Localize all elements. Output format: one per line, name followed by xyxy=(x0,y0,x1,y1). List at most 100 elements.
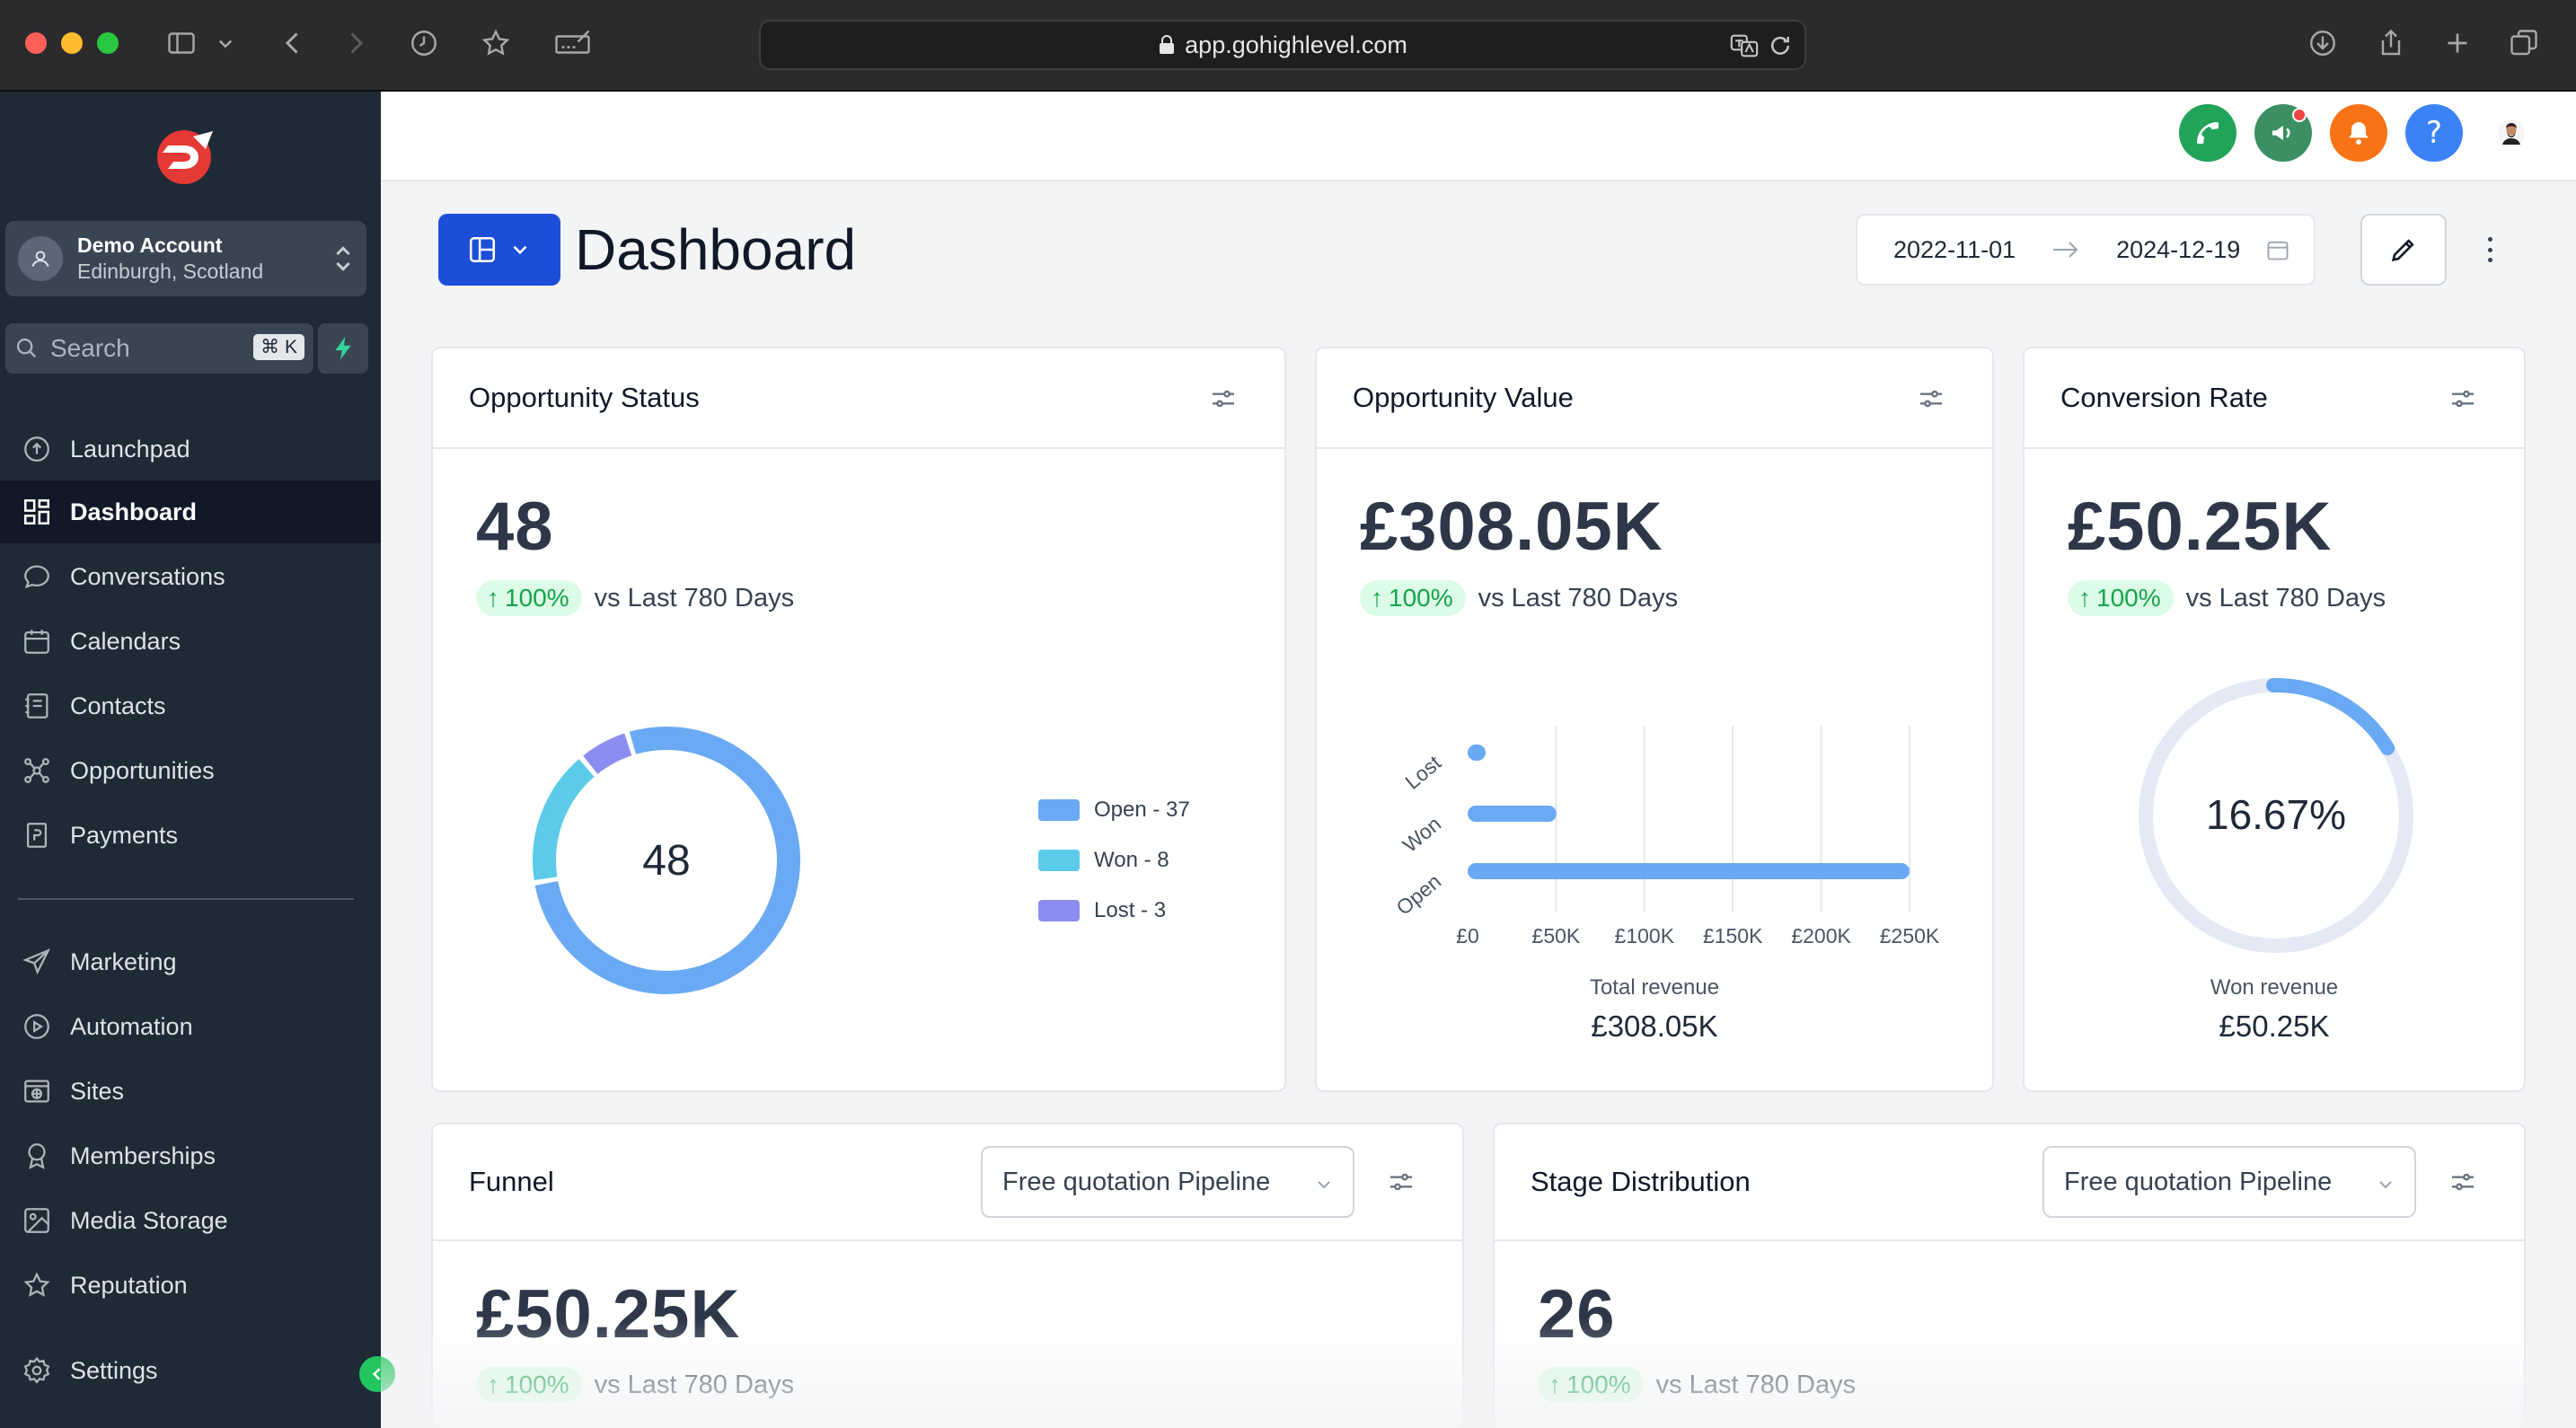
sidebar-item-media-storage[interactable]: Media Storage xyxy=(0,1189,381,1252)
translate-icon[interactable] xyxy=(1727,31,1761,67)
sidebar-item-contacts[interactable]: Contacts xyxy=(0,674,381,737)
app-header: ? xyxy=(381,92,2576,181)
legend-item-won: Won - 8 xyxy=(1038,848,1169,873)
compare-text: vs Last 780 Days xyxy=(1478,583,1679,613)
pencil-icon xyxy=(2388,234,2419,265)
star-icon xyxy=(20,1268,54,1302)
chevron-down-icon[interactable] xyxy=(212,23,239,63)
minimize-window-button[interactable] xyxy=(61,32,83,54)
stage-distribution-card: Stage Distribution Free quotation Pipeli… xyxy=(1493,1123,2526,1428)
sidebar-item-dashboard[interactable]: Dashboard xyxy=(0,480,381,543)
sidebar-item-payments[interactable]: Payments xyxy=(0,804,381,867)
phone-icon xyxy=(2193,119,2222,147)
delta-badge: ↑ 100% xyxy=(1538,1367,1644,1403)
sidebar-item-settings[interactable]: Settings xyxy=(0,1339,381,1402)
bar-open xyxy=(1468,863,1910,879)
memberships-icon xyxy=(20,1139,54,1173)
edit-dashboard-button[interactable] xyxy=(2360,214,2447,286)
arrow-up-icon: ↑ xyxy=(1371,584,1383,612)
metric-delta: ↑ 100% vs Last 780 Days xyxy=(2068,580,2386,616)
arrow-up-icon: ↑ xyxy=(1548,1371,1561,1398)
filter-settings-icon[interactable] xyxy=(2448,384,2477,413)
metric-value: £308.05K xyxy=(1360,489,1663,565)
metric-value: 26 xyxy=(1538,1276,1616,1353)
download-icon[interactable] xyxy=(2303,23,2342,63)
sidebar: Demo Account Edinburgh, Scotland Search … xyxy=(0,92,381,1428)
donut-slice-won xyxy=(533,759,595,881)
maximize-window-button[interactable] xyxy=(97,32,119,54)
x-tick-label: £250K xyxy=(1880,924,1940,948)
donut-slice-lost xyxy=(583,733,632,775)
bookmark-star-icon[interactable] xyxy=(476,23,516,63)
quick-actions-button[interactable] xyxy=(318,323,368,374)
dashboard-icon xyxy=(20,495,54,529)
contacts-icon xyxy=(20,689,54,723)
filter-settings-icon[interactable] xyxy=(1387,1168,1416,1196)
sidebar-item-launchpad[interactable]: Launchpad xyxy=(0,418,381,480)
page-title: Dashboard xyxy=(575,217,857,282)
sidebar-item-label: Media Storage xyxy=(70,1206,228,1234)
sidebar-divider xyxy=(18,898,354,900)
reader-icon[interactable] xyxy=(550,23,598,63)
filter-settings-icon[interactable] xyxy=(1917,384,1945,413)
card-title: Opportunity Status xyxy=(469,382,700,413)
announcements-button[interactable] xyxy=(2254,104,2312,162)
notifications-button[interactable] xyxy=(2330,104,2387,162)
sidebar-item-label: Calendars xyxy=(70,627,181,655)
chat-icon xyxy=(20,560,54,594)
sidebar-search[interactable]: Search ⌘ K xyxy=(5,323,313,374)
filter-settings-icon[interactable] xyxy=(2448,1168,2477,1196)
date-range-picker[interactable]: 2022-11-01 2024-12-19 xyxy=(1856,214,2316,286)
sidebar-item-reputation[interactable]: Reputation xyxy=(0,1254,381,1317)
y-category-label: Open xyxy=(1391,869,1445,920)
account-switcher[interactable]: Demo Account Edinburgh, Scotland xyxy=(5,221,366,296)
account-avatar-icon xyxy=(18,236,63,281)
tab-overview-icon[interactable] xyxy=(2504,23,2544,63)
history-icon[interactable] xyxy=(404,23,444,63)
help-button[interactable]: ? xyxy=(2405,104,2463,162)
reload-icon[interactable] xyxy=(1767,32,1794,66)
pipeline-select[interactable]: Free quotation Pipeline xyxy=(2042,1146,2416,1218)
pipeline-select[interactable]: Free quotation Pipeline xyxy=(981,1146,1354,1218)
pipeline-select-value: Free quotation Pipeline xyxy=(2064,1167,2333,1196)
sidebar-item-automation[interactable]: Automation xyxy=(0,995,381,1058)
sidebar-item-marketing[interactable]: Marketing xyxy=(0,930,381,993)
sidebar-item-conversations[interactable]: Conversations xyxy=(0,545,381,608)
bell-icon xyxy=(2344,119,2373,147)
close-window-button[interactable] xyxy=(25,32,47,54)
lightning-icon xyxy=(331,335,355,362)
sidebar-item-label: Opportunities xyxy=(70,756,215,784)
sidebar-toggle-icon[interactable] xyxy=(162,23,201,63)
conversion-rate-card: Conversion Rate £50.25K ↑ 100% vs Last 78… xyxy=(2023,347,2526,1092)
forward-icon[interactable] xyxy=(336,23,375,63)
share-icon[interactable] xyxy=(2371,23,2411,63)
metric-value: £50.25K xyxy=(2068,489,2333,565)
sidebar-item-calendars[interactable]: Calendars xyxy=(0,610,381,673)
delta-badge: ↑ 100% xyxy=(2068,580,2174,616)
won-revenue-value: £50.25K xyxy=(2219,1009,2330,1043)
sidebar-item-label: Launchpad xyxy=(70,435,190,463)
brand-logo[interactable] xyxy=(148,126,220,189)
sidebar-item-sites[interactable]: Sites xyxy=(0,1060,381,1123)
metric-delta: ↑ 100% vs Last 780 Days xyxy=(1538,1367,1856,1403)
metric-delta: ↑ 100% vs Last 780 Days xyxy=(476,1367,794,1403)
address-bar[interactable]: app.gohighlevel.com xyxy=(759,20,1806,70)
collapse-sidebar-button[interactable] xyxy=(359,1356,395,1392)
filter-settings-icon[interactable] xyxy=(1209,384,1238,413)
search-shortcut-badge: ⌘ K xyxy=(253,334,304,360)
funnel-card: Funnel Free quotation Pipeline £50.25K ↑… xyxy=(431,1123,1464,1428)
lock-icon xyxy=(1158,34,1176,56)
user-avatar[interactable] xyxy=(2483,104,2540,162)
sidebar-item-label: Settings xyxy=(70,1356,158,1384)
phone-button[interactable] xyxy=(2179,104,2236,162)
dashboard-switcher-button[interactable] xyxy=(438,214,560,286)
search-icon xyxy=(14,336,40,361)
sidebar-item-label: Reputation xyxy=(70,1271,188,1299)
sidebar-item-opportunities[interactable]: Opportunities xyxy=(0,739,381,802)
more-options-icon[interactable] xyxy=(2479,232,2501,268)
bar-won xyxy=(1468,806,1557,822)
back-icon[interactable] xyxy=(273,23,313,63)
new-tab-icon[interactable] xyxy=(2438,23,2477,63)
date-to: 2024-12-19 xyxy=(2116,235,2241,263)
sidebar-item-memberships[interactable]: Memberships xyxy=(0,1124,381,1187)
